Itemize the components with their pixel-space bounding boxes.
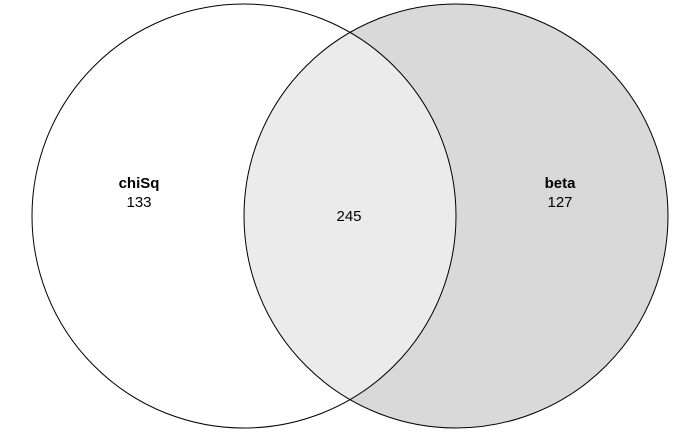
chisq-label: chiSq: [119, 175, 160, 192]
beta-count: 127: [547, 194, 572, 211]
beta-outline: [243, 3, 669, 429]
intersection-count: 245: [336, 208, 361, 225]
chisq-count: 133: [126, 194, 151, 211]
intersection-region: [244, 4, 456, 428]
beta-label: beta: [545, 175, 577, 192]
chisq-outline: [31, 3, 457, 429]
